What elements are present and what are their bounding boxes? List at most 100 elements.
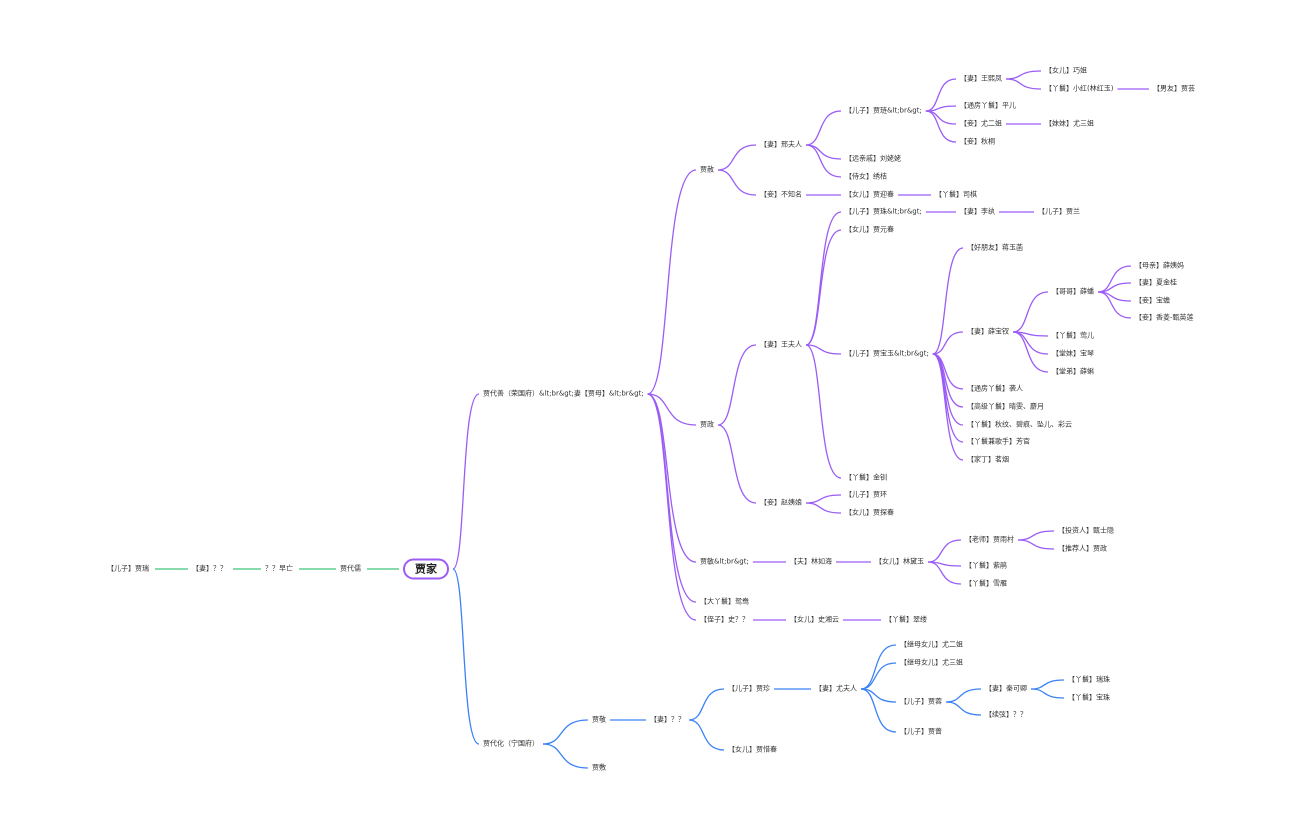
mindmap-node[interactable]: 【妾】赵姨娘 xyxy=(760,498,802,507)
mindmap-node[interactable]: 【妻】？？ xyxy=(192,564,227,573)
mindmap-node[interactable]: 【续弦】？？ xyxy=(985,710,1027,719)
mindmap-node[interactable]: 【妻】？？ xyxy=(650,715,685,724)
mindmap-node[interactable]: 【丫鬟】莺儿 xyxy=(1052,331,1094,340)
mindmap-node[interactable]: 贾政 xyxy=(700,420,714,429)
mindmap-node[interactable]: 【儿子】贾蔷 xyxy=(900,727,942,736)
mindmap-node[interactable]: 【母亲】薛姨妈 xyxy=(1135,261,1184,270)
mindmap-node[interactable]: 【男友】贾芸 xyxy=(1153,84,1195,93)
edge xyxy=(925,110,957,143)
mindmap-node[interactable]: 【女儿】贾惜春 xyxy=(728,745,777,754)
mindmap-node[interactable]: 【儿子】贾兰 xyxy=(1038,207,1080,216)
mindmap-node[interactable]: 【儿子】贾珠&lt;br&gt; xyxy=(845,207,922,216)
mindmap-node[interactable]: 【推荐人】贾政 xyxy=(1058,544,1107,553)
mindmap-node[interactable]: 【儿子】贾蓉 xyxy=(900,697,942,706)
mindmap-node[interactable]: 【夫】林如海 xyxy=(790,557,832,566)
mindmap-node[interactable]: 【妹妹】尤三姐 xyxy=(1045,119,1094,128)
edge xyxy=(1030,688,1065,699)
root-node[interactable]: 贾家 xyxy=(403,558,449,580)
edge xyxy=(452,393,480,570)
mindmap-node[interactable]: 【妻】王夫人 xyxy=(760,340,802,349)
mindmap-node[interactable]: 【家丁】茗烟 xyxy=(967,455,1009,464)
mindmap-node[interactable]: 【老师】贾雨村 xyxy=(965,535,1014,544)
mindmap-node[interactable]: 【丫鬟】司棋 xyxy=(935,190,977,199)
mindmap-node[interactable]: 【儿子】贾宝玉&lt;br&gt; xyxy=(845,349,929,358)
mindmap-node[interactable]: 【继母女儿】尤三姐 xyxy=(900,658,963,667)
mindmap-node[interactable]: 【丫鬟】翠缕 xyxy=(885,615,927,624)
mindmap-node[interactable]: 【儿子】贾瑞 xyxy=(107,564,149,573)
mindmap-node[interactable]: 【投资人】甄士隐 xyxy=(1058,526,1114,535)
mindmap-node[interactable]: 贾代儒 xyxy=(340,564,361,573)
mindmap-node[interactable]: 【女儿】史湘云 xyxy=(790,615,839,624)
edge xyxy=(688,688,725,721)
mindmap-node[interactable]: 【妻】夏金桂 xyxy=(1135,278,1177,287)
edge xyxy=(647,393,697,426)
mindmap-node[interactable]: 【丫鬟】小红(林红玉) xyxy=(1045,84,1114,93)
mindmap-node[interactable]: 【妾】宝蟾 xyxy=(1135,296,1170,305)
mindmap-node[interactable]: 【丫鬟】雪雁 xyxy=(965,579,1007,588)
mindmap-node[interactable]: 【通房丫鬟】袭人 xyxy=(967,384,1023,393)
edge xyxy=(927,539,962,563)
mindmap-node[interactable]: 【大丫鬟】鸳鸯 xyxy=(700,597,749,606)
mindmap-node[interactable]: 【妻】薛宝钗 xyxy=(967,327,1009,336)
mindmap-node[interactable]: 【女儿】贾迎春 xyxy=(845,190,894,199)
edge xyxy=(647,169,697,395)
mindmap-node[interactable]: 【儿子】贾琏&lt;br&gt; xyxy=(845,106,922,115)
mindmap-node[interactable]: 【妻】尤夫人 xyxy=(815,684,857,693)
mindmap-node[interactable]: 【堂妹】宝琴 xyxy=(1052,349,1094,358)
mindmap-node[interactable]: 【儿子】贾环 xyxy=(845,490,887,499)
mindmap-node[interactable]: 贾敷 xyxy=(592,763,606,772)
mindmap-node[interactable]: 贾代化（宁国府） xyxy=(483,739,539,748)
edge xyxy=(452,568,480,745)
mindmap-node[interactable]: 【妻】李纨 xyxy=(960,207,995,216)
mindmap-node[interactable]: 【侍女】绣桔 xyxy=(845,172,887,181)
mindmap-node[interactable]: 贾赦 xyxy=(700,165,714,174)
mindmap-node[interactable]: 贾敬 xyxy=(592,715,606,724)
mindmap-node[interactable]: ？？早亡 xyxy=(265,564,293,573)
edge xyxy=(1030,679,1065,690)
mindmap-node[interactable]: 贾代善（荣国府）&lt;br&gt;妻【贾母】&lt;br&gt; xyxy=(483,389,644,398)
mindmap-node[interactable]: 【远亲戚】刘姥姥 xyxy=(845,154,901,163)
mindmap-node[interactable]: 【丫鬟】宝珠 xyxy=(1068,693,1110,702)
edge xyxy=(717,424,757,504)
edge xyxy=(805,110,842,146)
mindmap-node[interactable]: 【丫鬟】金钏 xyxy=(845,473,887,482)
edge xyxy=(925,105,957,112)
mindmap-node[interactable]: 【女儿】巧姐 xyxy=(1045,66,1087,75)
mindmap-node[interactable]: 【丫鬟】瑞珠 xyxy=(1068,675,1110,684)
edge xyxy=(647,393,697,603)
mindmap-node[interactable]: 【好朋友】蒋玉菡 xyxy=(967,243,1023,252)
edge xyxy=(932,353,964,461)
edge xyxy=(1012,331,1049,373)
edge xyxy=(1012,291,1049,333)
mindmap-node[interactable]: 【丫鬟兼歌手】芳官 xyxy=(967,437,1030,446)
mindmap-node[interactable]: 【妾】秋桐 xyxy=(960,137,995,146)
edge xyxy=(932,247,964,355)
mindmap-node[interactable]: 【丫鬟】紫鹃 xyxy=(965,561,1007,570)
mindmap-node[interactable]: 【女儿】贾元春 xyxy=(845,225,894,234)
mindmap-node[interactable]: 【儿子】贾珍 xyxy=(728,684,770,693)
mindmap-node[interactable]: 【妾】不知名 xyxy=(760,190,802,199)
mindmap-node[interactable]: 【妻】邢夫人 xyxy=(760,140,802,149)
edge xyxy=(542,719,589,745)
mindmap-node[interactable]: 【高级丫鬟】晴雯、麝月 xyxy=(967,402,1044,411)
mindmap-node[interactable]: 【妾】香菱-甄英莲 xyxy=(1135,313,1194,322)
mindmap-node[interactable]: 【堂弟】薛蝌 xyxy=(1052,367,1094,376)
mindmap-node[interactable]: 【女儿】贾探春 xyxy=(845,508,894,517)
edge xyxy=(647,393,697,563)
mindmap-node[interactable]: 【通房丫鬟】平儿 xyxy=(960,101,1016,110)
mindmap-node[interactable]: 【妻】秦可卿 xyxy=(985,684,1027,693)
mindmap-node[interactable]: 【侄子】史？？ xyxy=(700,615,749,624)
mindmap-node[interactable]: 【妾】尤二姐 xyxy=(960,119,1002,128)
edge xyxy=(925,78,957,112)
edge xyxy=(805,502,842,514)
edge xyxy=(717,144,757,171)
edge xyxy=(932,331,964,355)
mindmap-node[interactable]: 【妻】王熙凤 xyxy=(960,74,1002,83)
mindmap-node[interactable]: 【哥哥】薛蟠 xyxy=(1052,287,1094,296)
mindmap-node[interactable]: 【女儿】林黛玉 xyxy=(875,557,924,566)
edge xyxy=(542,743,589,769)
mindmap-node[interactable]: 贾敏&lt;br&gt; xyxy=(700,557,749,566)
mindmap-node[interactable]: 【丫鬟】秋纹、碧痕、坠儿、彩云 xyxy=(967,420,1072,429)
mindmap-node[interactable]: 【继母女儿】尤二姐 xyxy=(900,640,963,649)
